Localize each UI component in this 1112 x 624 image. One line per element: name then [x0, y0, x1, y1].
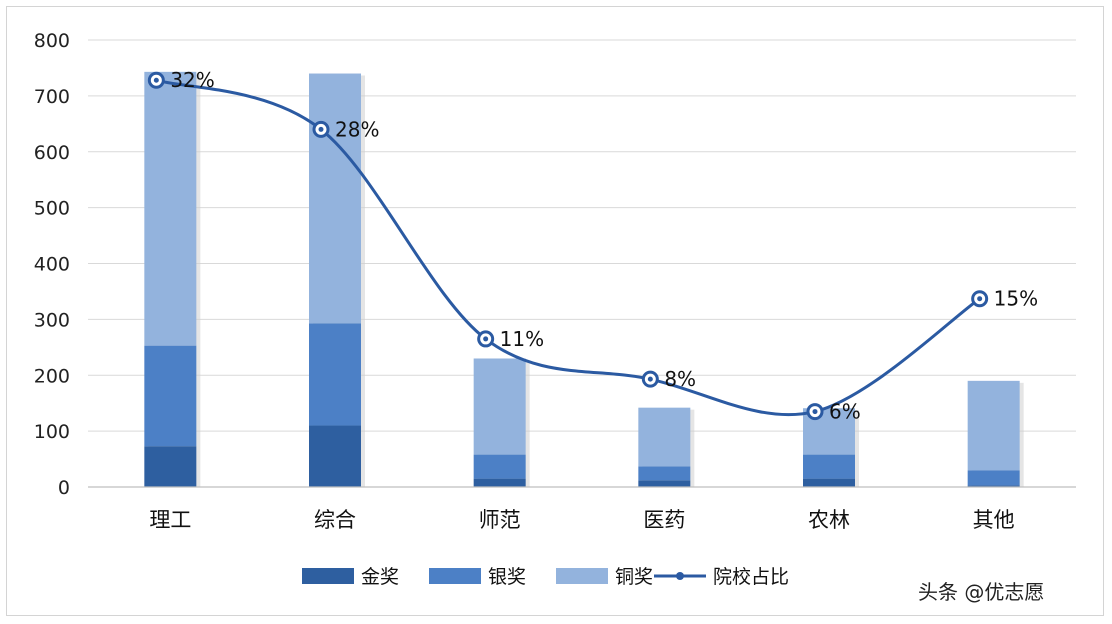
- bars: [144, 71, 1024, 488]
- line-path: [155, 78, 981, 417]
- x-tick-label: 其他: [973, 508, 1015, 532]
- y-tick-label: 400: [34, 254, 70, 276]
- data-label: 8%: [664, 367, 696, 391]
- bar-segment: [144, 446, 197, 487]
- line-point-center: [647, 376, 653, 382]
- y-axis: 0 100 200 300 400 500 600 700 800: [34, 30, 70, 499]
- y-tick-label: 200: [34, 365, 70, 387]
- legend-swatch: [429, 568, 481, 584]
- y-tick-label: 100: [34, 421, 70, 443]
- bar-segment: [473, 358, 526, 455]
- bar-segment: [309, 323, 361, 426]
- line-point-center: [318, 126, 324, 132]
- bar-segment: [638, 466, 691, 481]
- x-tick-label: 农林: [808, 508, 850, 532]
- x-tick-label: 师范: [479, 508, 521, 532]
- bar-segment: [803, 478, 855, 487]
- y-tick-label: 700: [34, 86, 70, 108]
- watermark-text: 头条 @优志愿: [918, 580, 1044, 604]
- bar-segment: [967, 470, 1020, 486]
- bar-segment: [473, 454, 526, 479]
- legend: 金奖 银奖 铜奖 院校占比: [302, 566, 789, 588]
- y-tick-label: 0: [58, 477, 70, 499]
- legend-label: 院校占比: [713, 566, 789, 588]
- bar-segment: [638, 480, 691, 487]
- legend-label: 铜奖: [615, 566, 653, 588]
- legend-swatch: [556, 568, 608, 584]
- data-label: 6%: [829, 400, 861, 424]
- bar-segment: [309, 73, 361, 324]
- gridlines: [88, 39, 1076, 432]
- line-point-center: [812, 409, 818, 415]
- bar-segment: [967, 380, 1020, 471]
- bar-segment: [144, 71, 197, 346]
- bar-segment: [309, 425, 361, 487]
- y-tick-label: 500: [34, 198, 70, 220]
- legend-label: 银奖: [488, 566, 526, 588]
- x-axis: 理工 综合 师范 医药 农林 其他: [88, 486, 1076, 532]
- chart-frame: [6, 6, 1104, 616]
- y-tick-label: 300: [34, 309, 70, 331]
- y-tick-label: 800: [34, 30, 70, 52]
- bar-segment: [144, 345, 197, 447]
- x-tick-label: 医药: [643, 508, 685, 532]
- legend-swatch: [302, 568, 354, 584]
- line-point-center: [153, 77, 159, 83]
- bar-segment: [803, 454, 855, 479]
- data-label: 15%: [994, 287, 1038, 311]
- legend-label: 金奖: [361, 566, 399, 588]
- bar-segment: [638, 407, 691, 467]
- data-label: 32%: [170, 68, 214, 92]
- data-label: 28%: [335, 117, 379, 141]
- y-tick-label: 600: [34, 142, 70, 164]
- line-point-center: [483, 336, 489, 342]
- bar-segment: [473, 478, 526, 487]
- line-point-center: [977, 296, 983, 302]
- line-series: 32% 28% 11% 8% 6% 15%: [147, 68, 1038, 424]
- data-label: 11%: [500, 327, 544, 351]
- bar-segment: [967, 485, 1020, 487]
- legend-line-marker: [676, 572, 684, 580]
- x-tick-label: 综合: [314, 508, 356, 532]
- x-tick-label: 理工: [149, 508, 191, 532]
